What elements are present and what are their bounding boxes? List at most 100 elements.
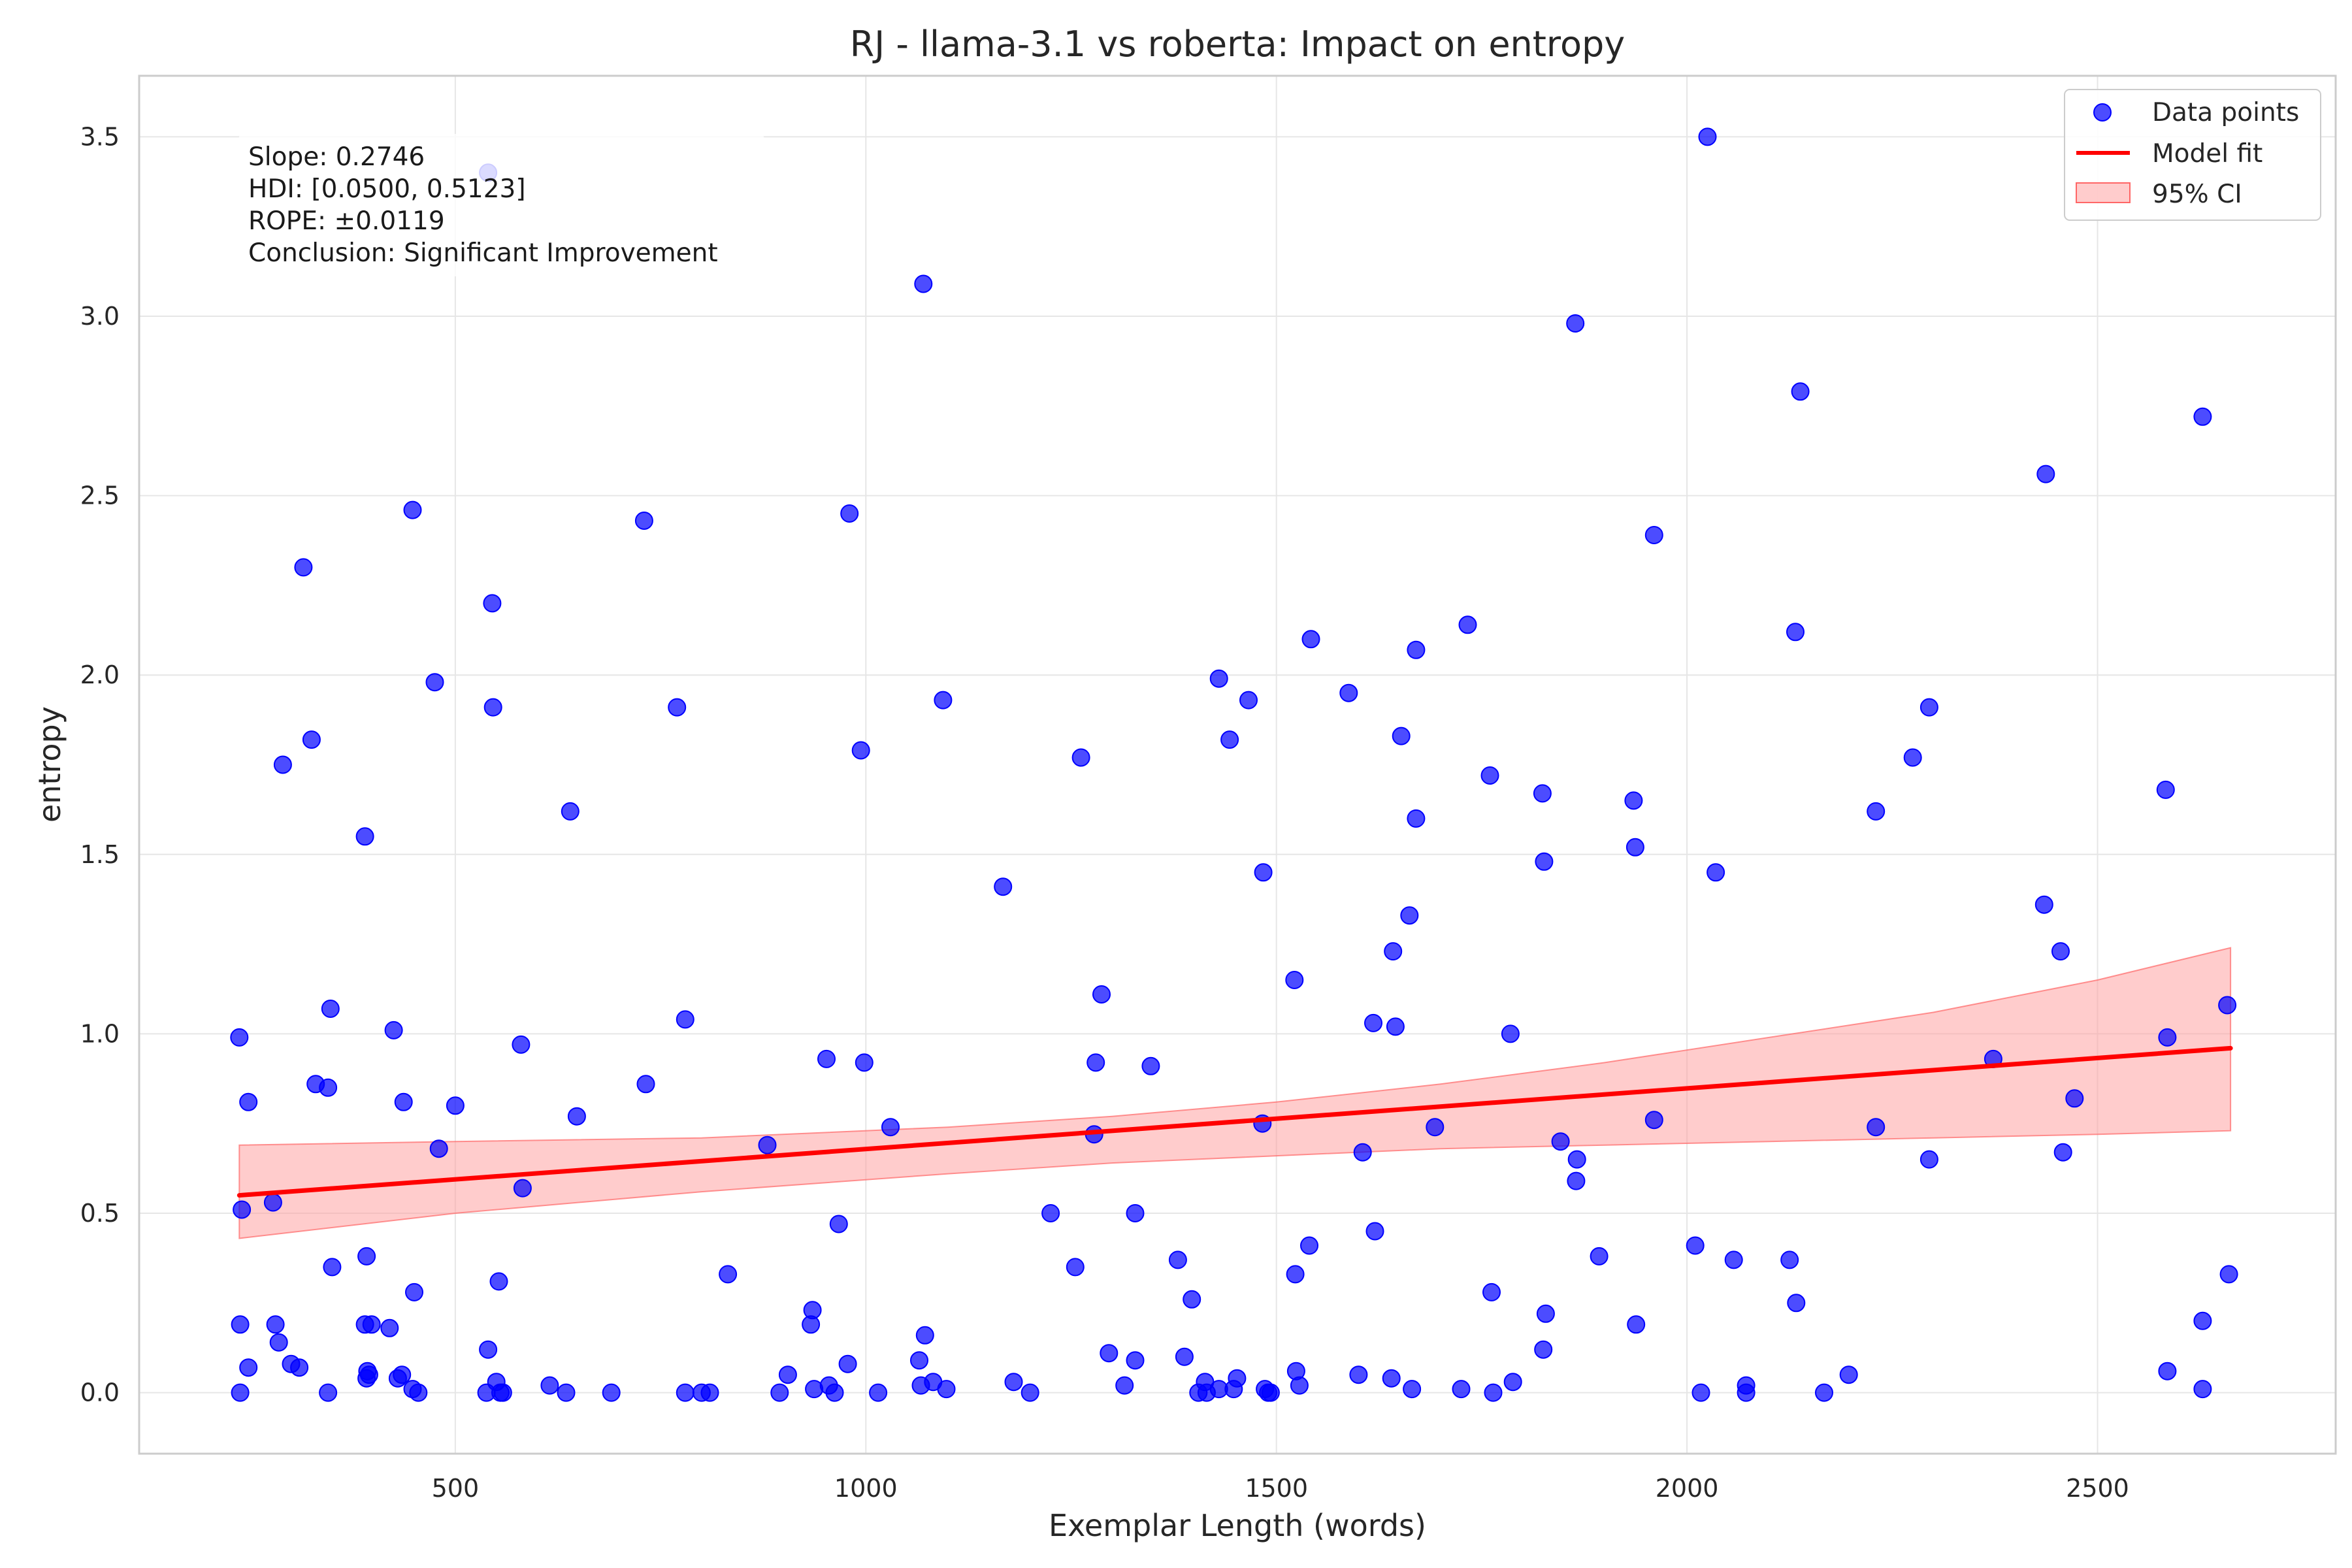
data-point [1458, 615, 1477, 634]
data-point [355, 827, 374, 846]
x-tick-label: 2000 [1656, 1474, 1719, 1503]
legend-label-data-points: Data points [2152, 98, 2299, 127]
stats-slope: Slope: 0.2746 [248, 142, 425, 172]
data-point [1285, 971, 1304, 989]
data-point [1175, 1347, 1194, 1366]
data-point [2193, 407, 2212, 426]
data-point [1919, 698, 1938, 717]
confidence-band [238, 947, 2232, 1239]
fit-line [237, 1045, 2233, 1198]
data-point [1290, 1376, 1309, 1395]
data-point [1903, 748, 1922, 767]
data-point [231, 1315, 250, 1334]
y-tick-label: 3.5 [80, 122, 120, 151]
data-point [700, 1383, 719, 1402]
data-point [446, 1096, 465, 1115]
data-point [1482, 1282, 1501, 1301]
data-point [1353, 1143, 1372, 1162]
data-point [2065, 1089, 2084, 1108]
data-point [429, 1139, 448, 1158]
data-point [1480, 766, 1499, 785]
data-point [1384, 942, 1403, 961]
data-point [479, 1340, 498, 1359]
data-point [1787, 1294, 1806, 1313]
data-point [1786, 623, 1805, 642]
data-point [668, 698, 687, 717]
data-point [512, 1035, 531, 1054]
data-point [1686, 1236, 1705, 1255]
data-point [770, 1383, 789, 1402]
data-point [483, 698, 502, 717]
data-point [1021, 1383, 1039, 1402]
data-point [1382, 1369, 1401, 1388]
data-point [914, 274, 933, 293]
data-point [881, 1118, 900, 1137]
data-point [1737, 1383, 1756, 1402]
data-point [1092, 985, 1111, 1004]
data-point [1627, 1315, 1646, 1334]
data-point [1115, 1376, 1134, 1395]
data-point [1301, 630, 1320, 649]
data-point [937, 1380, 956, 1399]
data-point [294, 558, 313, 577]
data-point [1086, 1053, 1105, 1072]
data-point [1533, 784, 1552, 803]
data-point [567, 1107, 586, 1126]
legend-label-model-fit: Model fit [2152, 139, 2262, 169]
y-tick-label: 1.0 [80, 1019, 120, 1048]
data-point [2053, 1143, 2072, 1162]
data-point [1452, 1380, 1471, 1399]
data-point [1041, 1204, 1060, 1222]
data-point [1567, 1150, 1586, 1169]
data-point [394, 1092, 413, 1111]
legend-marker-data-points [2093, 103, 2112, 122]
data-point [676, 1383, 694, 1402]
data-point [263, 1193, 282, 1212]
data-point [1503, 1373, 1522, 1392]
data-point [1286, 1265, 1305, 1284]
data-point [1590, 1247, 1609, 1266]
data-point [1780, 1250, 1799, 1269]
data-point [1126, 1351, 1145, 1370]
stats-conclusion: Conclusion: Significant Improvement [248, 238, 718, 268]
data-point [1919, 1150, 1938, 1169]
data-point [1867, 802, 1886, 821]
data-point [2219, 1265, 2238, 1284]
data-point [825, 1383, 844, 1402]
data-point [1071, 748, 1090, 767]
data-point [1364, 1013, 1382, 1032]
data-point [2036, 465, 2055, 483]
data-point [855, 1053, 874, 1072]
data-point [910, 1351, 928, 1370]
data-point [1407, 640, 1426, 659]
data-point [269, 1333, 288, 1352]
data-point [869, 1383, 888, 1402]
plot-area [139, 76, 2336, 1454]
data-point [851, 741, 870, 760]
y-tick-label: 2.5 [80, 482, 120, 510]
data-point [1349, 1365, 1368, 1384]
data-point [778, 1365, 797, 1384]
x-tick-label: 500 [432, 1474, 480, 1503]
data-point [1567, 1171, 1586, 1190]
data-point [634, 512, 653, 530]
data-point [1168, 1250, 1187, 1269]
data-point [1707, 863, 1725, 882]
data-point [230, 1028, 249, 1047]
data-point [1004, 1373, 1023, 1392]
data-point [393, 1365, 412, 1384]
data-point [1407, 809, 1426, 828]
data-point [1624, 791, 1643, 810]
y-tick-label: 1.5 [80, 840, 120, 869]
data-point [1691, 1383, 1710, 1402]
data-point [829, 1215, 848, 1233]
legend-label-ci: 95% CI [2152, 180, 2242, 209]
data-point [2156, 780, 2175, 799]
plot-frame [138, 74, 2337, 1455]
data-point [719, 1265, 738, 1284]
legend: Data points Model fit 95% CI [2064, 89, 2321, 221]
data-point [1300, 1236, 1318, 1255]
data-point [1339, 683, 1358, 702]
data-point [1566, 314, 1585, 333]
data-point [1535, 852, 1554, 871]
